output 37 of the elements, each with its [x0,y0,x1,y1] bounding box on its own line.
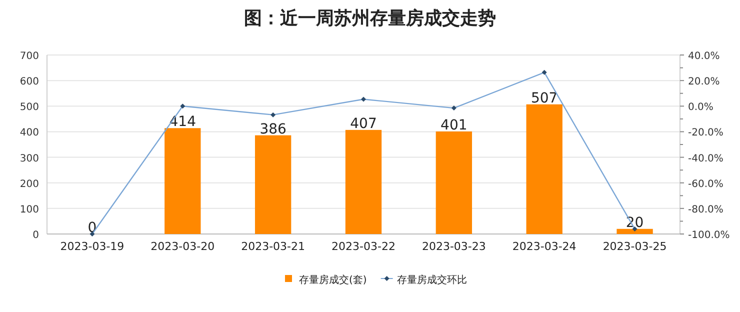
y-tick-label: 600 [20,76,39,88]
y2-tick-label: 40.0% [688,51,720,62]
y2-tick-label: -100.0% [688,230,730,241]
bar [526,104,562,234]
data-label: 407 [350,116,377,132]
y-tick-label: 200 [20,178,39,190]
x-tick-label: 2023-03-21 [241,240,306,253]
y2-tick-label: -20.0% [688,128,724,139]
bar [436,131,472,234]
x-tick-label: 2023-03-20 [150,240,215,253]
y-tick-label: 300 [20,153,39,164]
x-tick-label: 2023-03-25 [602,240,667,253]
y-tick-label: 100 [20,204,39,216]
legend-label: 存量房成交(套) [299,274,367,286]
chart-title: 图：近一周苏州存量房成交走势 [244,8,496,29]
y2-tick-label: -60.0% [688,178,724,190]
y2-tick-label: 0.0% [688,102,714,114]
x-tick-label: 2023-03-19 [60,240,124,253]
y2-tick-label: -80.0% [688,204,724,216]
data-label: 414 [169,114,196,130]
y2-tick-label: 20.0% [688,76,720,88]
x-tick-label: 2023-03-24 [512,240,576,253]
y-tick-label: 700 [20,51,39,62]
x-tick-label: 2023-03-22 [332,240,396,253]
y-tick-label: 400 [20,128,39,139]
data-label: 386 [260,121,287,138]
bar [616,228,653,234]
bar [164,128,201,234]
data-label: 507 [530,90,558,106]
y-tick-label: 500 [20,102,39,114]
data-label: 401 [440,117,468,134]
bar [345,130,382,234]
y2-tick-label: -40.0% [688,153,724,164]
x-tick-label: 2023-03-23 [422,240,486,253]
y-tick-label: 0 [32,230,39,241]
legend-label: 存量房成交环比 [396,274,467,286]
bar [254,135,292,234]
